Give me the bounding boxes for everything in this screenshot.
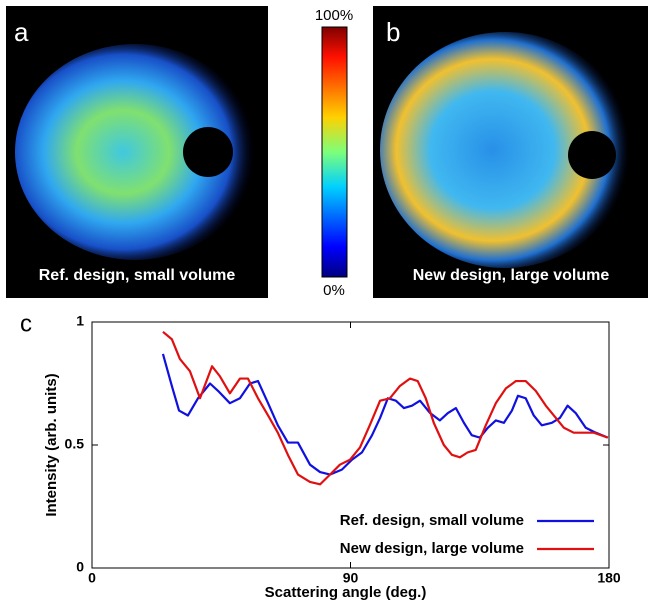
series-line (161, 353, 609, 476)
y-tick-label: 0 (76, 559, 84, 575)
panel-label: b (386, 17, 400, 47)
panel-caption: Ref. design, small volume (39, 267, 236, 284)
panel-caption: New design, large volume (413, 267, 610, 284)
panel-b: b New design, large volume (373, 6, 648, 298)
colorbar: 100% 0% (315, 7, 353, 299)
heatmap (380, 32, 630, 268)
legend-label: Ref. design, small volume (340, 512, 524, 529)
hole (568, 131, 616, 179)
colorbar-max: 100% (315, 7, 353, 24)
x-axis-label: Scattering angle (deg.) (265, 584, 427, 601)
y-axis-label: Intensity (arb. units) (43, 373, 60, 516)
colorbar-gradient (321, 26, 348, 278)
y-tick-label: 0.5 (65, 436, 85, 452)
heatmap (15, 44, 255, 260)
panel-a: a Ref. design, small volume (6, 6, 268, 298)
colorbar-min: 0% (323, 282, 345, 299)
y-tick-label: 1 (76, 313, 84, 329)
panel-label: c (20, 310, 32, 337)
x-tick-label: 90 (343, 570, 359, 586)
legend-label: New design, large volume (340, 540, 524, 557)
x-tick-label: 0 (88, 570, 96, 586)
series-line (162, 330, 609, 486)
panel-label: a (14, 17, 29, 47)
hole (183, 127, 233, 177)
plot-frame (91, 321, 610, 569)
line-chart: 0 0.5 1 0 90 180 Scattering angle (deg.) Intens… (43, 313, 621, 601)
x-tick-label: 180 (597, 570, 621, 586)
